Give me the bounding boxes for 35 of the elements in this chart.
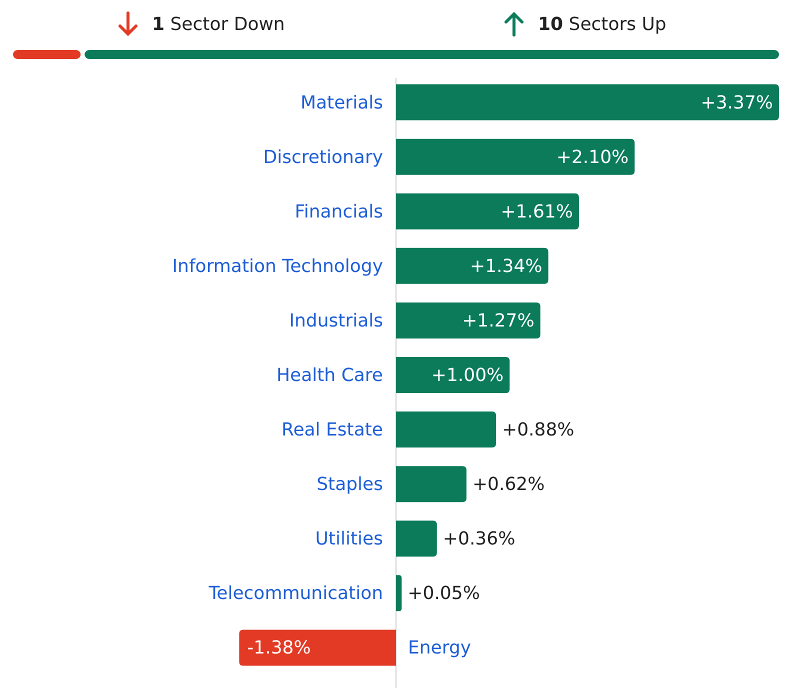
y-tick-label: Telecommunication <box>208 583 383 604</box>
bar <box>396 357 510 393</box>
y-tick-label: Industrials <box>289 310 383 332</box>
data-label: +0.62% <box>472 474 545 496</box>
y-tick-label: Information Technology <box>172 256 384 277</box>
y-tick-label: Discretionary <box>263 146 384 168</box>
data-label: +0.36% <box>442 528 516 550</box>
bar <box>396 412 496 448</box>
y-tick-label: Utilities <box>315 528 383 550</box>
bar <box>396 302 540 338</box>
data-label: +0.05% <box>408 583 480 604</box>
data-label: +3.37% <box>700 92 773 114</box>
bar <box>396 84 779 120</box>
data-label: +0.88% <box>502 420 574 441</box>
bar <box>396 520 437 557</box>
bar <box>396 193 579 230</box>
bar <box>239 630 396 666</box>
bar <box>396 248 548 284</box>
data-label: +1.34% <box>470 256 542 277</box>
y-tick-label: Health Care <box>276 365 383 386</box>
y-tick-label: Materials <box>300 92 383 114</box>
data-label: -1.38% <box>247 638 311 659</box>
data-label: +1.00% <box>431 365 504 386</box>
y-tick-label: Financials <box>294 201 383 222</box>
data-label: +1.61% <box>500 201 573 222</box>
data-label: +1.27% <box>462 310 534 332</box>
bar <box>396 138 635 175</box>
bar <box>396 575 402 612</box>
data-label: +2.10% <box>556 146 629 168</box>
text: 10 Sectors Up <box>538 14 666 35</box>
text: 1 Sector Down <box>152 14 285 35</box>
y-tick-label: Energy <box>408 638 472 659</box>
bar <box>396 466 466 502</box>
y-tick-label: Staples <box>316 474 383 496</box>
y-tick-label: Real Estate <box>282 420 383 441</box>
